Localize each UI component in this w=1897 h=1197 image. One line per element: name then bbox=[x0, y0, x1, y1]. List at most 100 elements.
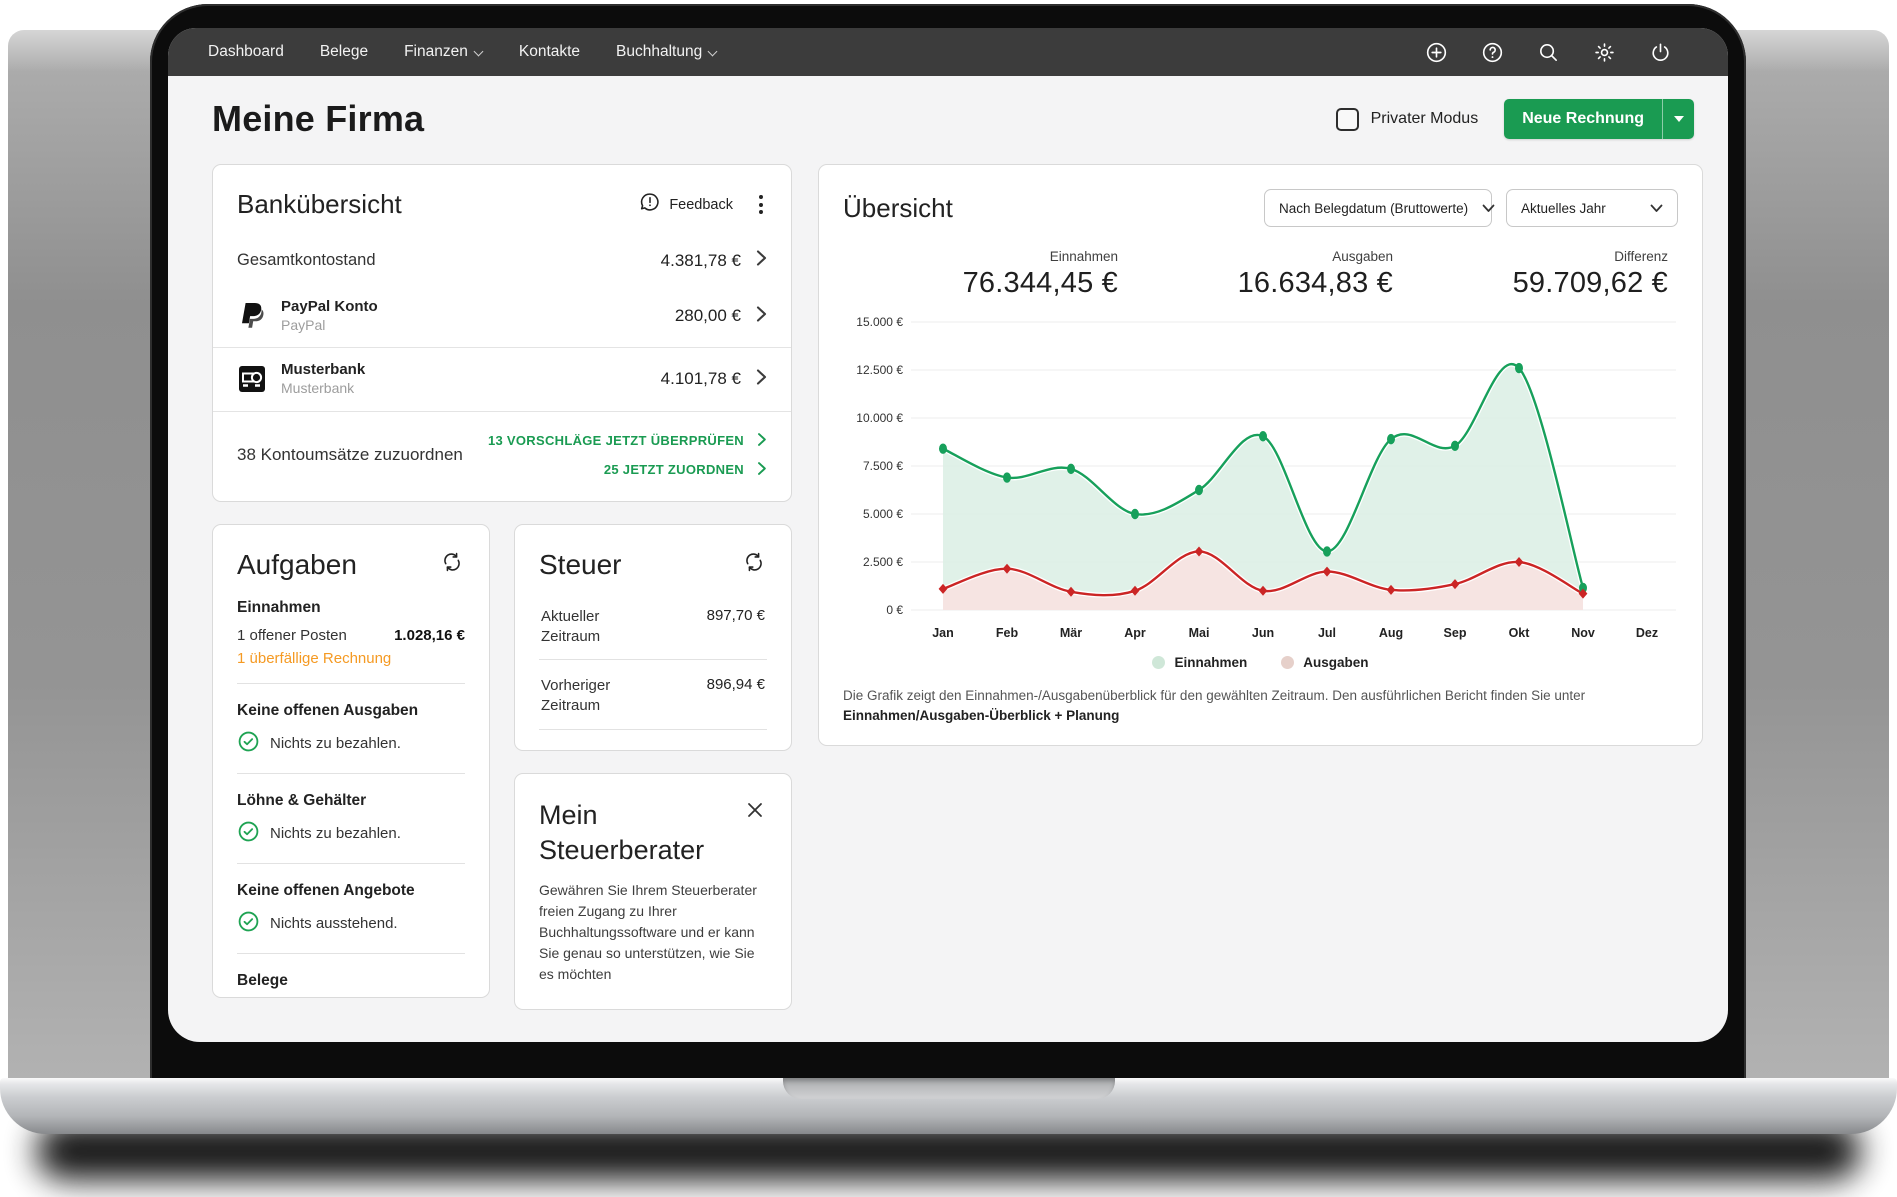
svg-text:Sep: Sep bbox=[1444, 626, 1467, 640]
help-circle-button[interactable] bbox=[1480, 40, 1504, 64]
bank-match-section: 38 Kontoumsätze zuzuordnen 13 VORSCHLÄGE… bbox=[213, 410, 791, 501]
new-invoice-button[interactable]: Neue Rechnung bbox=[1504, 99, 1662, 139]
bank-overview-card: Bankübersicht Feedback bbox=[212, 164, 792, 502]
task-value: 1.028,16 € bbox=[394, 626, 465, 644]
account-bank: PayPal bbox=[281, 316, 326, 333]
tasks-card: Aufgaben Einnahmen 1 offener Posten 1.028,… bbox=[212, 523, 490, 998]
date-basis-select[interactable]: Nach Belegdatum (Bruttowerte) bbox=[1264, 189, 1495, 227]
power-button[interactable] bbox=[1648, 40, 1672, 64]
page-header: Meine Firma Privater Modus Neue Rechnung bbox=[212, 98, 1694, 140]
stat-value: 76.344,45 € bbox=[962, 267, 1118, 299]
divider bbox=[237, 772, 465, 774]
account-balance: 280,00 € bbox=[674, 306, 741, 326]
svg-text:Nov: Nov bbox=[1571, 626, 1595, 640]
svg-text:7.500 €: 7.500 € bbox=[863, 459, 903, 473]
new-invoice-dropdown-button[interactable] bbox=[1662, 99, 1694, 139]
divider bbox=[237, 682, 465, 684]
check-circle-icon bbox=[237, 730, 260, 757]
chart-legend: Einnahmen Ausgaben bbox=[843, 655, 1678, 670]
bank-icon bbox=[237, 364, 267, 394]
stat-label: Einnahmen bbox=[1049, 249, 1118, 264]
task-row: 1 offener Posten 1.028,16 € bbox=[237, 627, 465, 644]
tax-period-label: Vorheriger Zeitraum bbox=[541, 677, 611, 715]
task-section-heading: Keine offenen Angebote bbox=[237, 881, 415, 899]
chevron-right-icon bbox=[756, 432, 767, 450]
chevron-right-icon bbox=[755, 249, 767, 272]
stat-value: 16.634,83 € bbox=[1237, 267, 1393, 299]
legend-label: Einnahmen bbox=[1174, 655, 1248, 670]
search-button[interactable] bbox=[1536, 40, 1560, 64]
nav-item-finanzen[interactable]: Finanzen bbox=[404, 43, 483, 61]
private-mode-toggle[interactable]: Privater Modus bbox=[1335, 107, 1478, 131]
settings-button[interactable] bbox=[1592, 40, 1616, 64]
nav-item-belege[interactable]: Belege bbox=[320, 43, 368, 61]
svg-text:15.000 €: 15.000 € bbox=[856, 315, 903, 329]
period-select[interactable]: Aktuelles Jahr bbox=[1506, 189, 1678, 227]
svg-text:0 €: 0 € bbox=[886, 603, 903, 617]
task-section: Löhne & Gehälter Nichts zu bezahlen. bbox=[237, 792, 465, 864]
income-expense-chart: 0 € 2.500 € 5.000 € 7.500 € 10.000 € 12.500 €… bbox=[856, 315, 1676, 640]
total-balance-row[interactable]: Gesamtkontostand 4.381,78 € bbox=[213, 236, 791, 285]
tax-amount: 896,94 € bbox=[706, 676, 765, 693]
svg-text:Mai: Mai bbox=[1189, 626, 1210, 640]
svg-text:Apr: Apr bbox=[1124, 626, 1146, 640]
bank-card-menu-button[interactable] bbox=[755, 191, 767, 218]
bank-account-row[interactable]: PayPal Konto PayPal 280,00 € bbox=[213, 285, 791, 347]
bank-account-row[interactable]: Musterbank Musterbank 4.101,78 € bbox=[213, 347, 791, 410]
task-row: Nichts ausstehend. bbox=[237, 910, 465, 937]
svg-text:Dez: Dez bbox=[1636, 626, 1658, 640]
plus-circle-button[interactable] bbox=[1424, 40, 1448, 64]
task-section: Keine offenen Angebote Nichts ausstehend. bbox=[237, 882, 465, 954]
tax-row: Vorheriger Zeitraum 896,94 € bbox=[539, 660, 767, 730]
divider bbox=[237, 862, 465, 864]
svg-text:5.000 €: 5.000 € bbox=[863, 507, 903, 521]
laptop-notch bbox=[782, 1078, 1115, 1099]
match-action-link[interactable]: 25 JETZT ZUORDNEN bbox=[604, 461, 767, 479]
svg-text:Mär: Mär bbox=[1060, 626, 1082, 640]
chevron-right-icon bbox=[755, 368, 767, 391]
overview-card: Übersicht Nach Belegdatum (Bruttowerte) … bbox=[818, 164, 1703, 747]
bank-card-title: Bankübersicht bbox=[237, 189, 402, 219]
legend-label: Ausgaben bbox=[1303, 655, 1369, 670]
stat-label: Differenz bbox=[1614, 249, 1668, 264]
advisor-card-title: Mein Steuerberater bbox=[539, 799, 705, 865]
date-basis-value: Nach Belegdatum (Bruttowerte) bbox=[1279, 200, 1469, 216]
private-mode-checkbox[interactable] bbox=[1335, 107, 1359, 131]
match-action-link[interactable]: 13 VORSCHLÄGE JETZT ÜBERPRÜFEN bbox=[488, 432, 767, 450]
feedback-button[interactable]: Feedback bbox=[639, 191, 733, 218]
feedback-label: Feedback bbox=[669, 196, 733, 213]
legend-item-ausgaben: Ausgaben bbox=[1281, 655, 1369, 670]
account-bank: Musterbank bbox=[281, 380, 355, 396]
overview-chart: 0 € 2.500 € 5.000 € 7.500 € 10.000 € 12.500 €… bbox=[843, 310, 1678, 653]
tax-amount: 897,70 € bbox=[706, 606, 765, 624]
nav-item-label: Finanzen bbox=[404, 43, 468, 60]
task-section: Keine offenen Ausgaben Nichts zu bezahlen… bbox=[237, 702, 465, 774]
svg-text:Jul: Jul bbox=[1318, 626, 1336, 640]
link-label: 13 VORSCHLÄGE JETZT ÜBERPRÜFEN bbox=[487, 433, 744, 448]
match-label: 38 Kontoumsätze zuzuordnen bbox=[237, 445, 463, 464]
feedback-icon bbox=[639, 191, 661, 218]
laptop-base bbox=[0, 1078, 1897, 1134]
nav-item-kontakte[interactable]: Kontakte bbox=[519, 43, 580, 61]
task-row: 1 überfällige Rechnung bbox=[237, 650, 465, 667]
footnote-link[interactable]: Einnahmen/Ausgaben-Überblick + Planung bbox=[843, 707, 1120, 723]
nav-item-dashboard[interactable]: Dashboard bbox=[208, 43, 284, 61]
nav-item-buchhaltung[interactable]: Buchhaltung bbox=[616, 43, 717, 61]
bank-card-header: Bankübersicht Feedback bbox=[213, 165, 791, 236]
page-title: Meine Firma bbox=[212, 98, 425, 139]
tasks-refresh-button[interactable] bbox=[439, 549, 465, 580]
task-section-heading: Einnahmen bbox=[237, 598, 321, 616]
header-controls: Privater Modus Neue Rechnung bbox=[1335, 99, 1694, 139]
task-section: Einnahmen 1 offener Posten 1.028,16 € 1 übe… bbox=[237, 599, 465, 684]
chart-footnote: Die Grafik zeigt den Einnahmen-/Ausgaben… bbox=[843, 686, 1678, 725]
task-text: Nichts ausstehend. bbox=[270, 914, 398, 932]
nav-icon-group bbox=[1424, 40, 1698, 64]
advisor-close-button[interactable] bbox=[743, 798, 767, 827]
svg-text:10.000 €: 10.000 € bbox=[856, 411, 903, 425]
nav-item-label: Buchhaltung bbox=[616, 43, 703, 60]
svg-text:Jun: Jun bbox=[1252, 626, 1274, 640]
tax-refresh-button[interactable] bbox=[741, 549, 767, 580]
tax-row: Aktueller Zeitraum 897,70 € bbox=[539, 591, 767, 660]
account-balance: 4.101,78 € bbox=[660, 369, 741, 389]
legend-dot bbox=[1152, 656, 1166, 669]
